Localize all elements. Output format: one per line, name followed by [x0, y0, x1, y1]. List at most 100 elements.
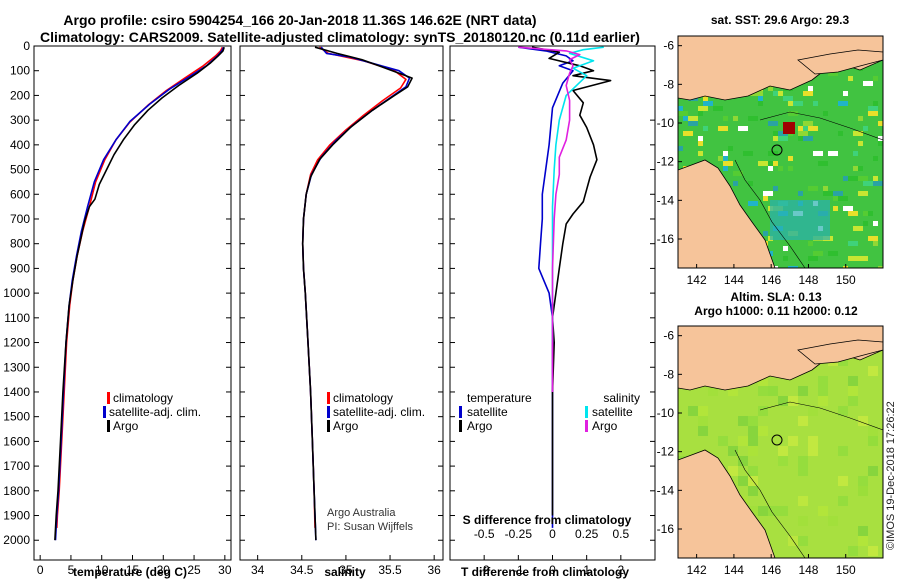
- map-sst-pixel: [843, 176, 848, 181]
- map-sst-pixel: [723, 161, 733, 166]
- map-sla-pixel: [838, 476, 848, 486]
- map-sst-pixel: [703, 101, 713, 106]
- legend-label-t-argo: Argo: [467, 419, 493, 433]
- map-sst-pixel: [878, 121, 883, 126]
- difference-axes: -2 -1 0 1 2 -0.5 -0.25 0 0.25 0.5: [450, 45, 655, 577]
- difference-series-s-argo: [518, 46, 581, 392]
- map-sst-pixel: [748, 201, 758, 206]
- map-sst-pixel: [828, 251, 838, 256]
- map-sla-pixel: [758, 406, 768, 416]
- temperature-xlabel: temperature (deg C): [73, 565, 187, 579]
- map-sla-pixel: [738, 416, 748, 426]
- map-sst-pixel: [743, 151, 753, 156]
- map-sst-pixel: [768, 86, 773, 91]
- map-sst-pixel: [823, 111, 828, 116]
- depth-tick-label: 1900: [3, 509, 30, 523]
- map-sst-pixel: [873, 76, 878, 81]
- map-sla-reef-line: [734, 449, 806, 558]
- salinity-axes: 34 34.5 35 35.5 36: [240, 45, 443, 577]
- map-sla-pixel: [868, 546, 878, 556]
- difference-s-tick-label: -0.5: [474, 527, 495, 541]
- map-sst-pixel: [773, 266, 778, 268]
- map-sst-pixel: [858, 176, 868, 181]
- depth-tick-label: 1500: [3, 410, 30, 424]
- legend-swatch-satellite: [327, 406, 330, 418]
- map-sst-pixel: [698, 141, 703, 146]
- map-sla-pixel: [858, 536, 868, 546]
- map-sla-pixel: [818, 386, 828, 396]
- map-sst-pixel: [868, 111, 878, 116]
- map-sla: [678, 326, 883, 558]
- map-sst-pixel: [748, 181, 753, 186]
- map-sst-pixel: [778, 136, 788, 141]
- depth-tick-label: 1000: [3, 286, 30, 300]
- map-sst-hotspot: [783, 122, 795, 134]
- map-sla-pixel: [798, 386, 808, 396]
- salinity-xtick-label: 35: [339, 563, 353, 577]
- map-sst-pixel: [698, 151, 703, 156]
- depth-tick-label: 300: [10, 113, 30, 127]
- map-sla-pixel: [798, 496, 808, 506]
- map-xtick-label: 148: [798, 563, 818, 577]
- map-sla-pixel: [808, 406, 818, 416]
- map-sla-pixel: [778, 456, 788, 466]
- map-sst-frame: [677, 35, 884, 269]
- map-sst-pixel: [678, 111, 688, 116]
- map-sla-pixel: [848, 376, 858, 386]
- depth-tick-label: 1600: [3, 434, 30, 448]
- map-sst-pixel: [818, 161, 828, 166]
- map-sst-pixel: [683, 131, 693, 136]
- map-sla-pixel: [868, 436, 878, 446]
- map-sst-pixel: [733, 171, 743, 176]
- map-sla-pixel: [868, 426, 878, 436]
- map-sla-profile-marker: [771, 434, 783, 446]
- map-sst-cool-patch: [770, 200, 830, 240]
- map-sla-frame: [677, 325, 884, 559]
- map-sst-pixel: [803, 126, 808, 131]
- map-ytick-label: -14: [657, 193, 675, 207]
- legend-label-s-argo: Argo: [592, 419, 618, 433]
- map-sla-pixel: [808, 436, 818, 446]
- map-sla-pixel: [818, 396, 828, 406]
- depth-tick-label: 1800: [3, 484, 30, 498]
- map-sst-pixel: [723, 156, 728, 161]
- map-sst-pixel: [873, 176, 878, 181]
- map-sla-pixel: [718, 436, 728, 446]
- map-sla-pixel: [738, 456, 748, 466]
- depth-tick-label: 1700: [3, 459, 30, 473]
- map-sst-ticks: 142 144 146 148 150 -6 -8 -10 -12 -14 -16: [657, 39, 856, 287]
- map-sst-pixel: [838, 101, 848, 106]
- map-ytick-label: -8: [663, 77, 674, 91]
- map-sla-pixel: [788, 396, 798, 406]
- salinity-series-argo: [301, 46, 413, 541]
- difference-xlabel-salinity: S difference from climatology: [463, 513, 632, 527]
- map-sla-pixel: [748, 416, 758, 426]
- difference-s-tick-label: 0.25: [575, 527, 599, 541]
- map-sla-pixel: [858, 416, 868, 426]
- map-sla-pixel: [838, 406, 848, 416]
- temperature-xtick-label: 15: [126, 563, 140, 577]
- legend-label-t-satellite: satellite: [467, 405, 508, 419]
- map-ytick-label: -16: [657, 232, 675, 246]
- legend-swatch-climatology: [327, 392, 330, 404]
- map-sla-pixel: [798, 466, 808, 476]
- map-xtick-label: 142: [687, 273, 707, 287]
- map-sst-pixel: [803, 121, 813, 126]
- temperature-xtick-label: 10: [95, 563, 109, 577]
- map-sst-pixel: [723, 151, 728, 156]
- map-sst-pixel: [733, 181, 738, 186]
- map-sst-pixel: [773, 136, 778, 141]
- map-sst-pixel: [873, 101, 878, 106]
- map-sla-pixel: [738, 436, 748, 446]
- map-xtick-label: 144: [724, 563, 744, 577]
- map-sst-pixel: [788, 156, 793, 161]
- map-sst-pixel: [783, 246, 788, 251]
- map-sla-pixel: [738, 476, 748, 486]
- difference-xtick-label: 2: [617, 563, 624, 577]
- map-sst-pixel: [843, 206, 853, 211]
- difference-xtick-label: -1: [513, 563, 524, 577]
- credit-pi: PI: Susan Wijffels: [327, 521, 413, 533]
- legend-label-s-satellite: satellite: [592, 405, 633, 419]
- map-sla-pixel: [748, 436, 758, 446]
